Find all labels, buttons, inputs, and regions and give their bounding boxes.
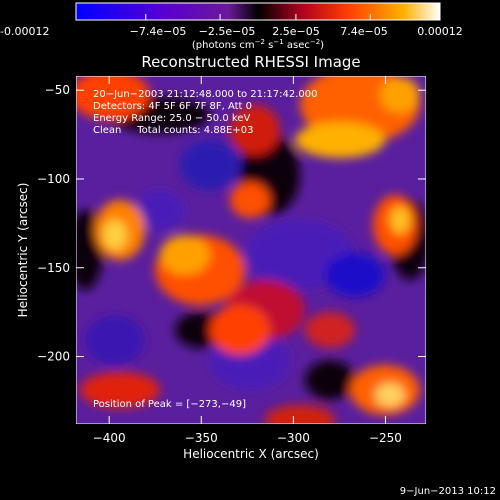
colorbar-tick-label: -0.00012 [0,25,49,38]
x-tick-label: −350 [185,431,218,445]
peak-position-label: Position of Peak = [−273,−49] [93,399,246,410]
x-axis-label: Heliocentric X (arcsec) [183,447,319,461]
y-tick-label: −50 [45,83,70,97]
y-tick-label: −200 [37,350,70,364]
image-title: Reconstructed RHESSI Image [141,53,360,71]
x-tick-label: −300 [277,431,310,445]
info-line-energy: Energy Range: 25.0 − 50.0 keV [93,113,250,124]
colorbar-units: (photons cm−2 s−1 asec−2) [192,38,324,51]
colorbar-tick-labels: -0.00012 −7.4e−05 −2.5e−05 2.5e−05 7.4e−… [0,25,463,38]
colorbar-tick-label: 2.5e−05 [272,25,319,38]
x-tick-label: −400 [93,431,126,445]
image-info: 20−Jun−2003 21:12:48.000 to 21:17:42.000… [93,89,318,136]
colorbar-ticks [75,14,441,20]
y-tick-label: −100 [37,172,70,186]
colorbar-tick-label: −2.5e−05 [199,25,256,38]
y-tick-label: −150 [37,261,70,275]
y-axis-label: Heliocentric Y (arcsec) [16,183,30,318]
colorbar-tick-label: 7.4e−05 [340,25,387,38]
colorbar-tick-label: −7.4e−05 [130,25,187,38]
y-axis: −50 −100 −150 −200 [37,83,426,364]
colorbar [75,2,441,21]
info-line-time: 20−Jun−2003 21:12:48.000 to 21:17:42.000 [93,89,318,100]
info-line-detectors: Detectors: 4F 5F 6F 7F 8F, Att 0 [93,101,252,112]
colorbar-tick-label: 0.00012 [417,25,463,38]
footer-date: 9−Jun−2013 10:12 [400,486,496,497]
solar-image [76,76,426,424]
x-axis: −400 −350 −300 −250 [93,76,402,445]
info-line-clean: Clean Total counts: 4.88E+03 [93,125,253,136]
x-tick-label: −250 [369,431,402,445]
